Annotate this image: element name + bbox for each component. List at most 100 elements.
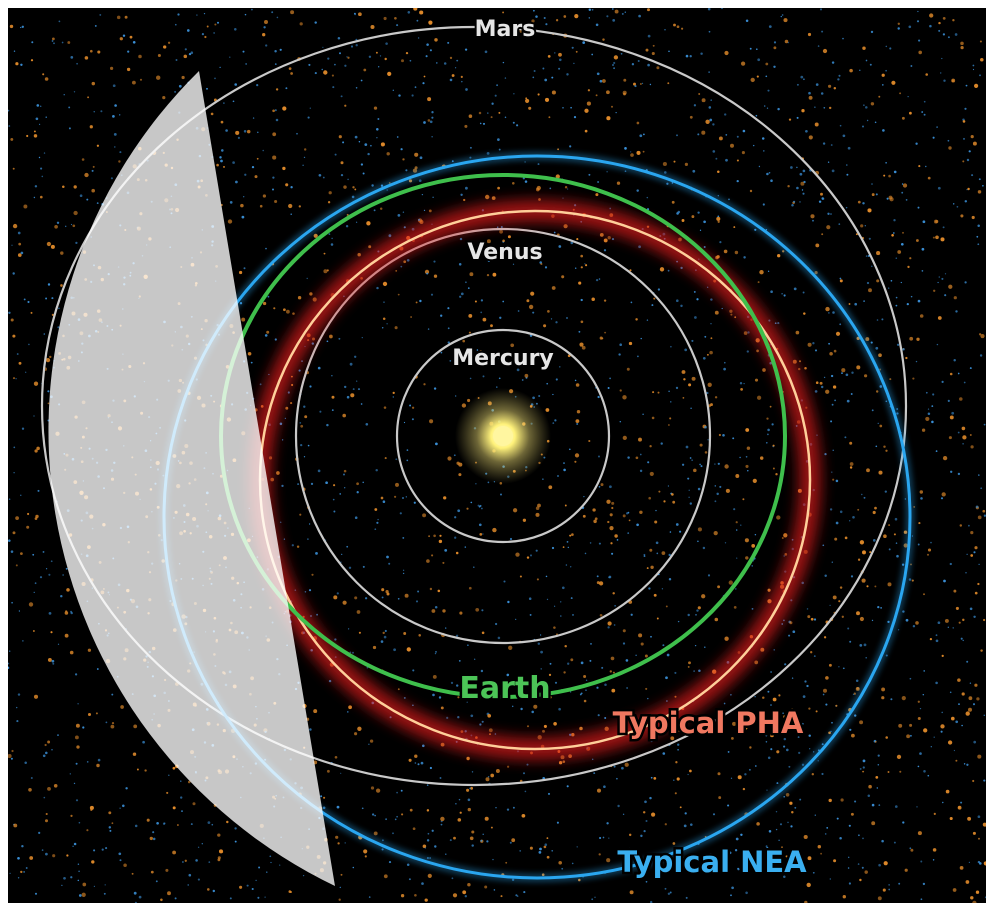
asteroid-dot (357, 388, 361, 391)
asteroid-dot (495, 769, 500, 773)
asteroid-dot (773, 65, 776, 69)
asteroid-dot (326, 340, 329, 343)
asteroid-dot (569, 145, 572, 148)
asteroid-dot (74, 735, 79, 740)
asteroid-dot (714, 310, 719, 315)
asteroid-dot (77, 703, 79, 705)
asteroid-dot (440, 823, 443, 826)
asteroid-dot (291, 544, 294, 547)
asteroid-dot (51, 297, 54, 300)
asteroid-dot (313, 709, 318, 714)
asteroid-dot (623, 78, 627, 82)
asteroid-dot (494, 622, 498, 626)
asteroid-dot (61, 41, 64, 44)
asteroid-dot (356, 610, 361, 614)
asteroid-dot (712, 813, 716, 816)
asteroid-dot (13, 823, 18, 828)
asteroid-dot (783, 294, 786, 297)
asteroid-dot (983, 423, 986, 426)
asteroid-dot (884, 490, 887, 493)
asteroid-dot (857, 508, 860, 511)
asteroid-dot (504, 116, 507, 119)
asteroid-dot (704, 425, 707, 429)
asteroid-dot (409, 59, 412, 62)
asteroid-dot (848, 303, 851, 305)
asteroid-dot (919, 490, 924, 494)
asteroid-dot (931, 405, 934, 408)
asteroid-dot (469, 787, 472, 790)
asteroid-dot (373, 106, 378, 110)
asteroid-dot (917, 765, 920, 768)
asteroid-dot (754, 696, 756, 698)
asteroid-dot (419, 156, 423, 160)
asteroid-dot (904, 868, 908, 872)
asteroid-dot (703, 246, 706, 248)
asteroid-dot (717, 462, 720, 465)
asteroid-dot (45, 357, 51, 363)
asteroid-dot (893, 219, 896, 222)
asteroid-dot (965, 84, 968, 87)
asteroid-dot (966, 188, 968, 191)
asteroid-dot (629, 890, 634, 895)
asteroid-dot (342, 141, 345, 144)
asteroid-dot (854, 302, 858, 306)
asteroid-dot (642, 811, 646, 814)
asteroid-dot (22, 640, 24, 642)
asteroid-dot (832, 595, 837, 600)
asteroid-dot (553, 605, 556, 607)
asteroid-dot (570, 106, 572, 109)
asteroid-dot (831, 471, 833, 473)
asteroid-dot (971, 215, 975, 220)
asteroid-dot (832, 385, 837, 389)
asteroid-dot (599, 79, 603, 83)
asteroid-dot (47, 402, 50, 405)
asteroid-dot (908, 25, 912, 29)
asteroid-dot (826, 225, 831, 230)
asteroid-dot (404, 593, 409, 598)
asteroid-dot (595, 193, 599, 197)
asteroid-dot (403, 260, 407, 264)
asteroid-dot (373, 209, 376, 212)
asteroid-dot (668, 50, 670, 53)
asteroid-dot (751, 607, 754, 610)
asteroid-dot (866, 281, 870, 285)
asteroid-dot (234, 83, 238, 86)
asteroid-dot (718, 136, 723, 141)
asteroid-dot (190, 51, 194, 54)
asteroid-dot (681, 27, 684, 30)
asteroid-dot (178, 84, 182, 88)
asteroid-dot (923, 100, 926, 103)
asteroid-dot (908, 578, 912, 581)
asteroid-dot (323, 269, 328, 274)
asteroid-dot (573, 116, 577, 119)
asteroid-dot (307, 444, 310, 447)
asteroid-dot (409, 404, 412, 407)
asteroid-dot (860, 224, 864, 228)
asteroid-dot (576, 423, 579, 425)
asteroid-dot (410, 316, 413, 318)
asteroid-dot (123, 863, 127, 867)
asteroid-dot (861, 493, 863, 496)
asteroid-dot (108, 826, 112, 829)
asteroid-dot (415, 600, 419, 603)
asteroid-dot (564, 644, 567, 648)
asteroid-dot (340, 173, 344, 177)
asteroid-dot (563, 15, 567, 18)
asteroid-dot (467, 398, 471, 403)
asteroid-dot (859, 878, 862, 882)
asteroid-dot (948, 146, 952, 150)
asteroid-dot (977, 582, 980, 586)
asteroid-dot (672, 857, 675, 861)
asteroid-dot (842, 134, 846, 138)
asteroid-dot (42, 754, 46, 758)
asteroid-dot (480, 299, 484, 302)
asteroid-dot (299, 22, 303, 26)
asteroid-dot (51, 748, 53, 751)
asteroid-dot (482, 833, 484, 836)
asteroid-dot (589, 542, 592, 544)
asteroid-dot (563, 468, 566, 472)
asteroid-dot (833, 859, 837, 863)
asteroid-dot (736, 159, 739, 162)
asteroid-dot (918, 50, 922, 55)
asteroid-dot (487, 481, 490, 484)
